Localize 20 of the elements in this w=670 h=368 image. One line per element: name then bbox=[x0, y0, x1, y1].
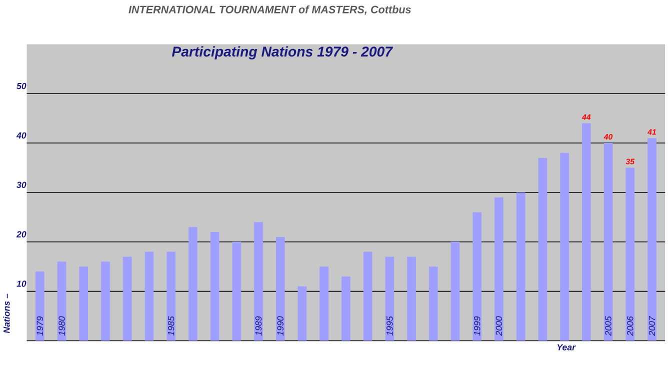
x-tick-label: 2007 bbox=[648, 316, 656, 336]
x-tick-label: 2000 bbox=[496, 316, 502, 336]
x-tick-label: 1985 bbox=[168, 316, 174, 336]
x-axis-title: Year bbox=[557, 344, 576, 350]
chart-title: INTERNATIONAL TOURNAMENT of MASTERS, Cottbus bbox=[128, 5, 411, 15]
x-tick-label: 1980 bbox=[58, 316, 65, 336]
x-tick-label: 1999 bbox=[474, 316, 480, 336]
x-tick-label: 2006 bbox=[626, 316, 634, 336]
chart-subtitle: Participating Nations 1979 - 2007 bbox=[172, 46, 394, 60]
x-tick-label: 2005 bbox=[605, 316, 612, 336]
x-tick-label: 1995 bbox=[386, 316, 393, 336]
y-tick-label: 40 bbox=[16, 132, 26, 138]
y-tick-label: 30 bbox=[16, 182, 26, 188]
y-tick-label: 10 bbox=[16, 280, 26, 287]
x-tick-label: 1979 bbox=[36, 316, 44, 336]
y-tick-label: 50 bbox=[16, 82, 26, 90]
y-tick-label: 20 bbox=[16, 231, 26, 238]
x-tick-label: 1989 bbox=[255, 316, 262, 336]
x-tick-label: 1990 bbox=[277, 316, 284, 336]
y-axis-title: Nations – bbox=[3, 294, 10, 334]
